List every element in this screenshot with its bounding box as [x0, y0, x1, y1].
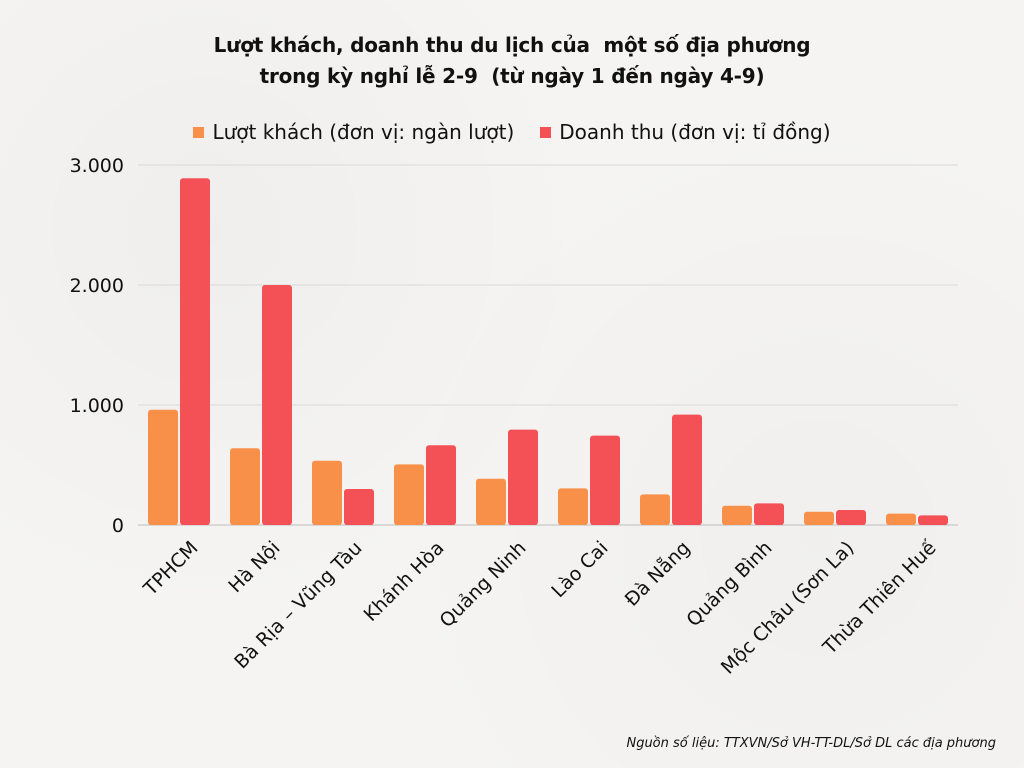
chart-title: Lượt khách, doanh thu du lịch của một số… [0, 30, 1024, 92]
bar-revenue [426, 445, 456, 525]
bar-revenue [344, 489, 374, 525]
x-tick-label: Hà Nội [224, 537, 284, 597]
x-tick-label: Lào Cai [547, 537, 612, 602]
y-tick-label: 0 [112, 515, 124, 537]
y-tick-label: 1.000 [70, 395, 124, 417]
y-tick-label: 3.000 [70, 155, 124, 177]
x-tick-label: Đà Nẵng [620, 536, 695, 611]
legend-label-visitors: Lượt khách (đơn vị: ngàn lượt) [212, 120, 515, 144]
legend-item-revenue: Doanh thu (đơn vị: tỉ đồng) [540, 120, 831, 144]
bar-visitors [312, 460, 342, 525]
legend-swatch-visitors [193, 126, 205, 138]
x-tick-label: Quảng Ninh [436, 537, 531, 632]
bar-revenue [754, 503, 784, 525]
bar-visitors [886, 513, 916, 525]
chart-title-line-1: Lượt khách, doanh thu du lịch của một số… [213, 33, 811, 57]
bar-visitors [148, 409, 178, 525]
source-note: Nguồn số liệu: TTXVN/Sở VH-TT-DL/Sở DL c… [626, 736, 996, 751]
bar-visitors [476, 478, 506, 525]
legend-label-revenue: Doanh thu (đơn vị: tỉ đồng) [559, 120, 831, 144]
chart-title-line-2: trong kỳ nghỉ lễ 2-9 (từ ngày 1 đến ngày… [259, 64, 765, 88]
bar-revenue [836, 510, 866, 525]
bar-visitors [230, 448, 260, 525]
bar-visitors [394, 464, 424, 525]
x-tick-label: Khánh Hòa [360, 537, 449, 626]
bar-revenue [508, 429, 538, 525]
x-tick-label: Mộc Châu (Sơn La) [717, 537, 859, 679]
bar-visitors [722, 505, 752, 525]
bar-visitors [640, 494, 670, 525]
y-tick-label: 2.000 [70, 275, 124, 297]
x-tick-label: TPHCM [139, 537, 203, 601]
bar-revenue [590, 435, 620, 525]
legend-item-visitors: Lượt khách (đơn vị: ngàn lượt) [193, 120, 514, 144]
bar-visitors [804, 511, 834, 525]
legend-swatch-revenue [540, 126, 552, 138]
bar-visitors [558, 488, 588, 525]
bar-revenue [672, 414, 702, 525]
chart-legend: Lượt khách (đơn vị: ngàn lượt) Doanh thu… [0, 120, 1024, 144]
bar-revenue [918, 515, 948, 525]
bar-revenue [180, 178, 210, 525]
bar-revenue [262, 285, 292, 525]
